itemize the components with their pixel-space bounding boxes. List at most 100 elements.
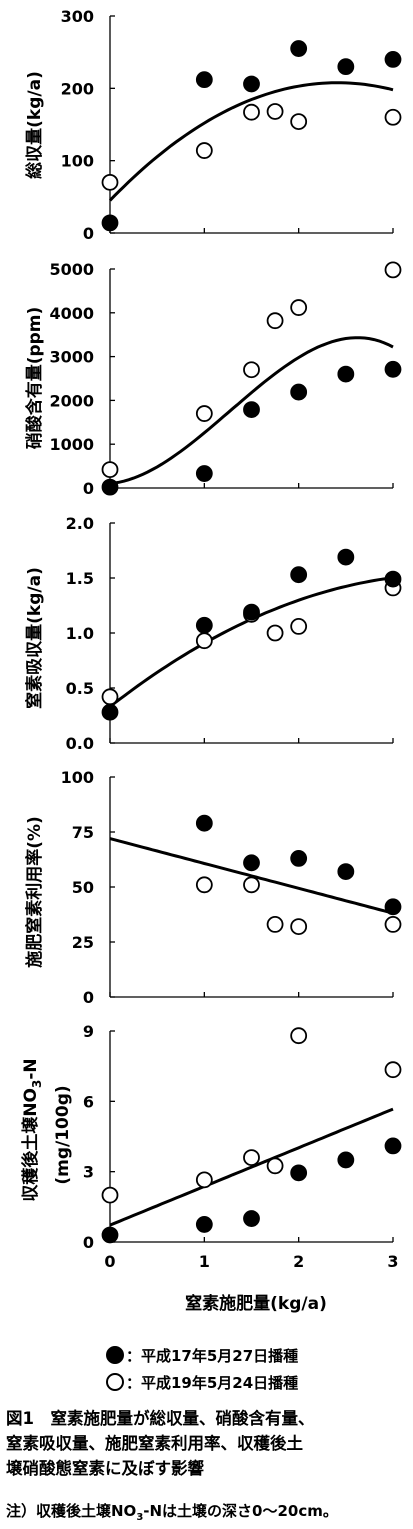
legend-label-2005: ：平成17年5月27日播種: [126, 1347, 298, 1365]
panel-5-open-point-2: [243, 1149, 260, 1166]
panel-2-filled-point-4: [337, 365, 355, 383]
panel-1-filled-point-2: [243, 75, 260, 93]
panel-4-filled-point-2: [290, 850, 308, 867]
x-tick-label-0: 0: [104, 1252, 115, 1271]
panel-2-ytick-label-1: 1000: [49, 435, 94, 454]
panel-2-open-point-0: [101, 461, 119, 479]
panel-2-trend-line: [109, 336, 394, 486]
panel-2-open-point-3: [266, 312, 284, 330]
panel-5-ylabel-unit: (mg/100g): [53, 1085, 73, 1184]
panel-3-open-point-1: [195, 632, 213, 650]
panel-4-ylabel: 施肥窒素利用率(%): [24, 816, 45, 968]
panel-4-open-point-1: [243, 876, 260, 894]
panel-4-ytick-label-4: 100: [61, 768, 94, 787]
panel-3-filled-point-5: [384, 570, 402, 588]
panel-2-open-point-5: [384, 261, 402, 279]
legend-marker-2005: [106, 1346, 124, 1364]
panel-4-filled-point-3: [337, 863, 355, 880]
panel-5-open-point-5: [384, 1061, 402, 1079]
panel-2-open-point-2: [243, 361, 260, 379]
panel-2-filled-point-1: [195, 465, 213, 482]
x-axis-label: 窒素施肥量(kg/a): [185, 1293, 327, 1314]
panel-5-open-point-3: [266, 1157, 284, 1175]
panel-3-ytick-label-0: 0.0: [66, 734, 94, 753]
panel-2-open-point-1: [195, 405, 213, 422]
panel-1-open-point-1: [195, 142, 213, 159]
panel-5-open-point-1: [195, 1171, 213, 1189]
panel-1-open-point-0: [101, 173, 119, 191]
panel-3-open-point-4: [290, 618, 308, 635]
panel-5-filled-point-3: [290, 1164, 308, 1182]
panel-5-ytick-label-2: 6: [83, 1092, 94, 1111]
figure-note: 注）収穫後土壌NO3-Nは土壌の深さ0～20cm。: [6, 1502, 338, 1523]
panel-3-filled-point-1: [195, 616, 213, 634]
panel-5-filled-point-4: [337, 1151, 355, 1169]
panel-4-open-point-2: [266, 916, 284, 933]
panel-2-filled-point-0: [101, 478, 119, 496]
panel-5-filled-point-5: [384, 1137, 402, 1155]
figure-caption: 図1 窒素施肥量が総収量、硝酸含有量、 窒素吸収量、施肥窒素利用率、収穫後土 壌…: [6, 1406, 410, 1481]
panel-3-ylabel: 窒素吸収量(kg/a): [24, 567, 45, 709]
panel-1-ylabel: 総収量(kg/a): [24, 71, 45, 179]
panel-5-trend-line: [109, 1107, 394, 1227]
panel-4-ytick-label-3: 75: [72, 823, 94, 842]
panel-3-ytick-label-4: 2.0: [66, 514, 94, 533]
panel-3-open-point-0: [101, 688, 119, 706]
panel-2-open-point-4: [290, 299, 308, 316]
caption-line-3: 壌硝酸態窒素に及ぼす影響: [6, 1459, 204, 1478]
panel-2-filled-point-3: [290, 383, 308, 401]
panel-4-filled-point-4: [384, 898, 402, 916]
panel-5-filled-point-2: [243, 1210, 260, 1227]
panel-3-filled-point-2: [243, 603, 260, 621]
panel-2-ytick-label-0: 0: [83, 479, 94, 498]
panel-3-open-point-3: [266, 624, 284, 642]
panel-3-ytick-label-1: 0.5: [66, 679, 94, 698]
panel-1-open-point-2: [243, 103, 260, 121]
panel-1-filled-point-3: [290, 40, 308, 57]
panel-2-ylabel: 硝酸含有量(ppm): [24, 307, 45, 450]
panel-4-ytick-label-2: 50: [72, 878, 94, 897]
panel-1-open-point-3: [266, 103, 284, 120]
panel-3-filled-point-0: [101, 703, 119, 721]
panel-4-trend-line: [109, 837, 394, 915]
panel-5-ytick-label-3: 9: [83, 1022, 94, 1041]
x-tick-label-1: 1: [199, 1252, 210, 1271]
panel-3-filled-point-4: [337, 548, 355, 566]
panel-2-ytick-label-2: 2000: [49, 391, 94, 410]
panel-4-filled-point-0: [195, 814, 213, 832]
panel-5-ytick-label-0: 0: [83, 1233, 94, 1252]
panel-5-ylabel: 収穫後土壌NO3-N: [20, 1058, 44, 1201]
legend-marker-2007: [106, 1373, 124, 1391]
panel-4-open-point-4: [384, 916, 402, 933]
panel-4-open-point-0: [195, 876, 213, 894]
panel-3-ytick-label-2: 1.0: [66, 624, 94, 643]
panel-3-ytick-label-3: 1.5: [66, 569, 94, 588]
x-tick-label-3: 3: [387, 1252, 398, 1271]
panel-4-filled-point-1: [243, 854, 260, 872]
panel-1-filled-point-4: [337, 58, 355, 76]
panel-2-filled-point-2: [243, 401, 260, 418]
panel-4-ytick-label-0: 0: [83, 988, 94, 1007]
panel-1-open-point-5: [384, 108, 402, 126]
panel-1-ytick-label-1: 100: [61, 152, 94, 171]
x-tick-label-2: 2: [293, 1252, 304, 1271]
panel-1-filled-point-5: [384, 51, 402, 68]
panel-1-filled-point-1: [195, 71, 213, 89]
panel-5-open-point-4: [290, 1027, 308, 1045]
panel-5-filled-point-0: [101, 1226, 119, 1244]
panel-4-ytick-label-1: 25: [72, 933, 94, 952]
panel-2-ytick-label-5: 5000: [49, 260, 94, 279]
panel-5-ytick-label-1: 3: [83, 1163, 94, 1182]
panel-5-filled-point-1: [195, 1216, 213, 1233]
panel-1-open-point-4: [290, 113, 308, 131]
panel-2-filled-point-5: [384, 360, 402, 378]
panel-1-filled-point-0: [101, 214, 119, 232]
panel-5-open-point-0: [101, 1186, 119, 1204]
panel-2-ytick-label-4: 4000: [49, 304, 94, 323]
legend-label-2007: ：平成19年5月24日播種: [126, 1374, 298, 1392]
panel-3-trend-line: [109, 576, 394, 708]
panel-1-trend-line: [108, 81, 394, 202]
panel-1-ytick-label-2: 200: [61, 79, 94, 98]
panel-3-filled-point-3: [290, 566, 308, 584]
